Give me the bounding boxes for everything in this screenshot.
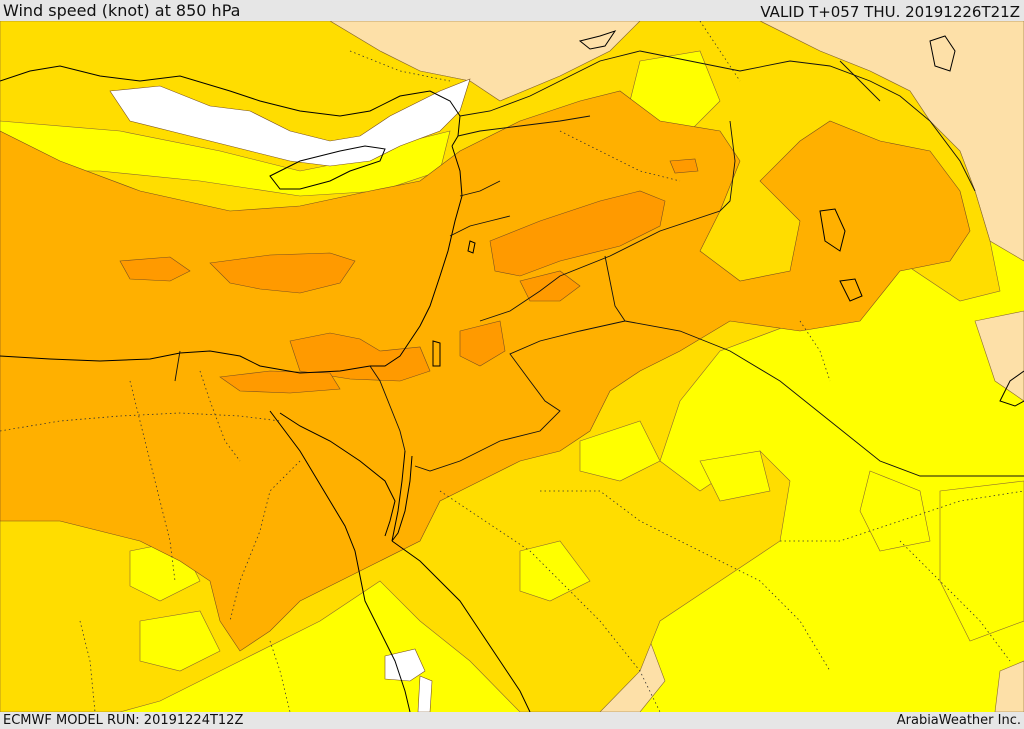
credit: ArabiaWeather Inc. [896,713,1021,728]
province-borders [0,21,1024,712]
wind-speed-map[interactable] [0,21,1024,712]
strong-wind-cores [119,158,699,394]
map-title: Wind speed (knot) at 850 hPa [3,1,241,20]
footer-bar: ECMWF MODEL RUN: 20191224T12Z ArabiaWeat… [0,712,1024,729]
model-run: ECMWF MODEL RUN: 20191224T12Z [3,713,244,728]
header-bar: Wind speed (knot) at 850 hPa VALID T+057… [0,0,1024,21]
coastlines [0,30,1024,712]
calm-wind-areas [109,78,471,712]
country-borders [174,50,1024,477]
fresh-wind-areas [0,90,971,652]
valid-time: VALID T+057 THU. 20191226T21Z [760,3,1020,21]
